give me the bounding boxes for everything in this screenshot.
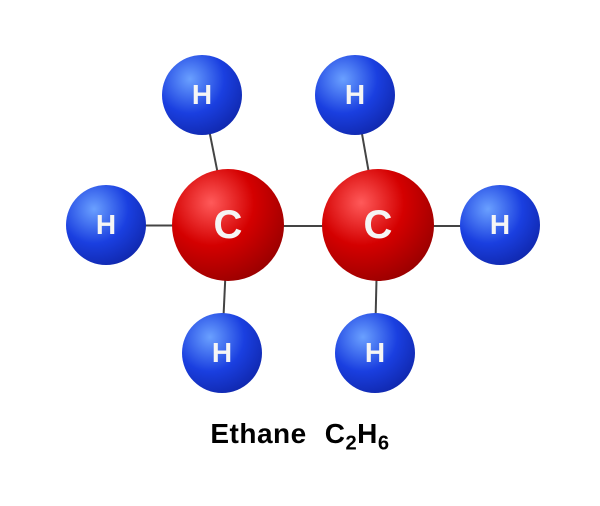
hydrogen-atom: H (460, 185, 540, 265)
carbon-atom: C (172, 169, 284, 281)
hydrogen-atom: H (182, 313, 262, 393)
atom-label: H (345, 79, 365, 111)
atom-label: H (490, 209, 510, 241)
atom-label: C (214, 203, 243, 248)
carbon-atom: C (322, 169, 434, 281)
hydrogen-atom: H (66, 185, 146, 265)
hydrogen-atom: H (335, 313, 415, 393)
atom-label: H (96, 209, 116, 241)
molecule-name: Ethane (210, 418, 306, 449)
atom-label: H (365, 337, 385, 369)
hydrogen-atom: H (162, 55, 242, 135)
molecule-formula: C2H6 (325, 418, 390, 449)
atom-label: C (364, 203, 393, 248)
atom-label: H (192, 79, 212, 111)
atom-label: H (212, 337, 232, 369)
hydrogen-atom: H (315, 55, 395, 135)
molecule-caption: Ethane C2H6 (0, 418, 600, 456)
